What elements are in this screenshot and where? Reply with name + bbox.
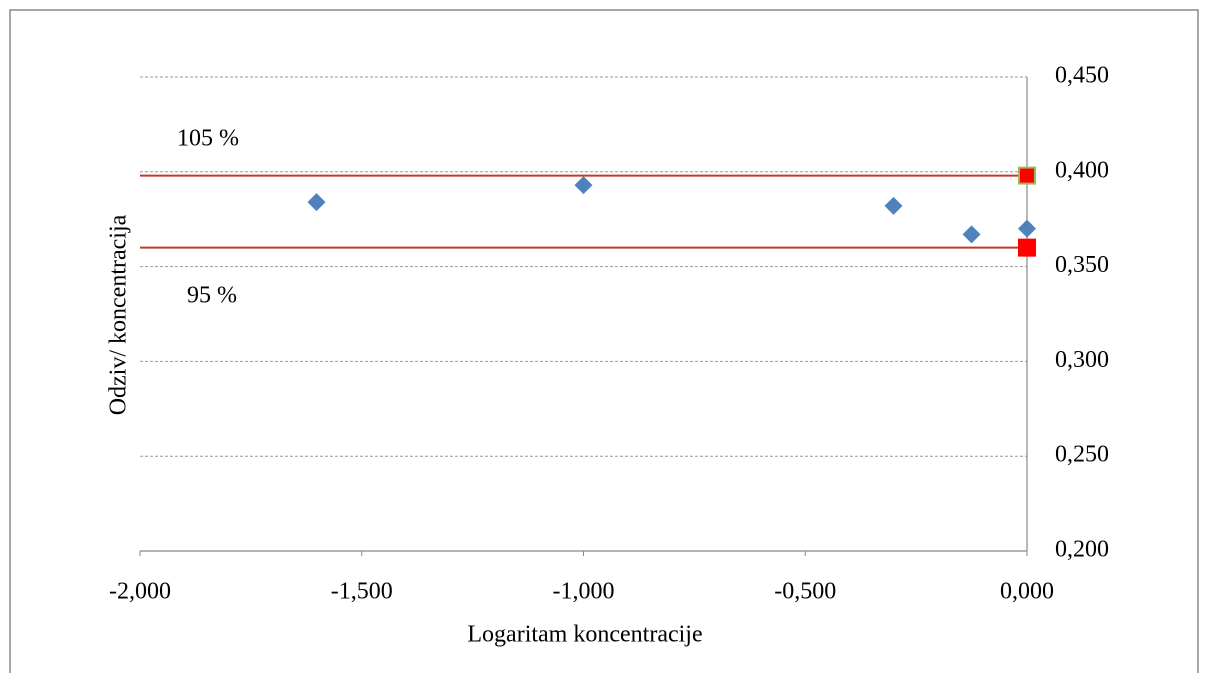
y-tick-label: 0,400 [1055,157,1109,183]
x-tick-label: -0,500 [774,579,836,605]
point [1018,219,1036,238]
point [884,196,903,215]
point [1018,238,1036,257]
annotation: 95 % [187,283,237,309]
point [1018,166,1036,185]
chart-frame [9,9,1199,673]
annotation: 105 % [177,126,239,152]
point [307,193,326,212]
y-tick-label: 0,350 [1055,252,1109,278]
y-tick-label: 0,300 [1055,347,1109,373]
point [574,176,593,195]
y-tick-label: 0,200 [1055,537,1109,563]
x-tick-label: -1,500 [331,579,393,605]
x-tick-label: -1,000 [553,579,615,605]
y-tick-label: 0,250 [1055,442,1109,468]
point [962,225,981,244]
x-tick-label: -2,000 [109,579,171,605]
y-tick-label: 0,450 [1055,63,1109,89]
x-axis-label: Logaritam koncentracije [467,622,702,648]
y-axis-label: Odziv/ koncentracija [106,214,132,415]
x-tick-label: 0,000 [1000,579,1054,605]
